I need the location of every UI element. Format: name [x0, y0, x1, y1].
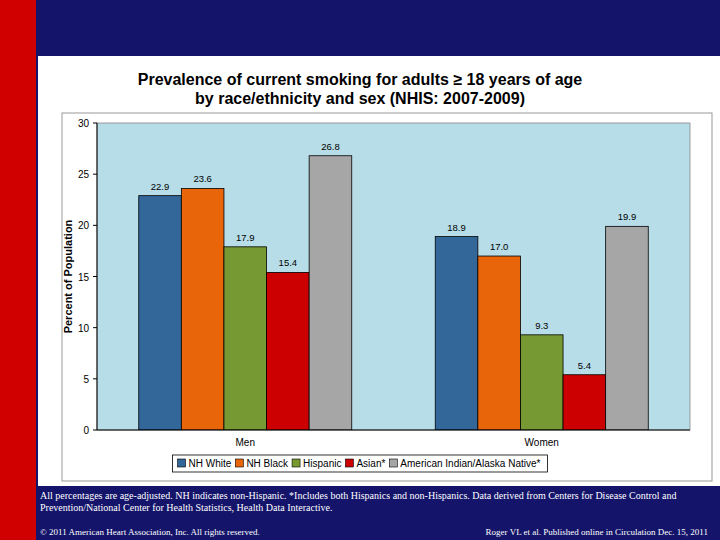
data-label: 19.9	[618, 211, 637, 222]
y-tick	[93, 174, 97, 175]
footnote: All percentages are age-adjusted. NH ind…	[40, 490, 712, 514]
bar	[435, 237, 478, 430]
legend-swatch	[389, 459, 397, 467]
legend-label: Hispanic	[303, 458, 341, 469]
bar	[139, 196, 182, 430]
x-axis	[97, 430, 690, 431]
y-tick	[93, 430, 97, 431]
legend-box	[173, 455, 548, 472]
y-tick	[93, 123, 97, 124]
bars	[139, 156, 649, 430]
white-panel	[38, 56, 720, 486]
legend-label: NH Black	[246, 458, 289, 469]
category-label: Men	[236, 437, 255, 448]
bar	[563, 375, 606, 430]
legend-label: American Indian/Alaska Native*	[400, 458, 540, 469]
chart-title: Prevalence of current smoking for adults…	[129, 70, 591, 108]
legend: NH White NH Black Hispanic Asian* American I…	[173, 455, 548, 472]
legend-label: Asian*	[356, 458, 385, 469]
bar	[267, 272, 310, 430]
y-tick	[93, 225, 97, 226]
data-label: 17.9	[236, 232, 255, 243]
data-label: 17.0	[490, 241, 509, 252]
background	[0, 0, 720, 540]
legend-swatch	[292, 459, 300, 467]
y-tick-label: 30	[78, 118, 90, 129]
y-tick	[93, 276, 97, 277]
copyright: © 2011 American Heart Association, Inc. …	[40, 527, 260, 537]
legend-swatch	[345, 459, 353, 467]
y-tick-label: 15	[78, 272, 90, 283]
data-label: 22.9	[151, 181, 170, 192]
data-label: 23.6	[193, 173, 212, 184]
legend-swatch	[178, 459, 186, 467]
y-tick-label: 5	[83, 374, 89, 385]
bar	[606, 226, 649, 430]
citation: Roger VL et al. Published online in Circ…	[486, 527, 708, 537]
chart-frame	[62, 113, 712, 481]
data-label: 9.3	[535, 320, 548, 331]
bar	[224, 247, 267, 430]
plot-area	[97, 123, 690, 430]
y-axis-title: Percent of Population	[62, 219, 74, 333]
legend-swatch	[235, 459, 243, 467]
y-tick	[93, 378, 97, 379]
bar	[309, 156, 352, 430]
data-label: 18.9	[447, 222, 466, 233]
y-tick-label: 25	[78, 169, 90, 180]
y-tick	[93, 327, 97, 328]
data-label: 15.4	[279, 257, 298, 268]
bar	[478, 256, 521, 430]
y-tick-label: 0	[83, 425, 89, 436]
category-label: Women	[525, 437, 559, 448]
bar	[520, 335, 563, 430]
data-label: 26.8	[321, 141, 340, 152]
y-axis	[97, 123, 98, 430]
red-stripe	[0, 0, 36, 540]
y-tick-label: 20	[78, 220, 90, 231]
slide: 0 5 10 15 20 25 30 Percent of Population 22.9 23.…	[0, 0, 720, 540]
data-labels: 22.9 23.6 17.9 15.4 26.8 18.9 17.0 9.3 5.4 19.9	[151, 141, 636, 371]
legend-label: NH White	[189, 458, 232, 469]
y-tick-label: 10	[78, 323, 90, 334]
bar	[181, 188, 224, 430]
data-label: 5.4	[578, 360, 591, 371]
